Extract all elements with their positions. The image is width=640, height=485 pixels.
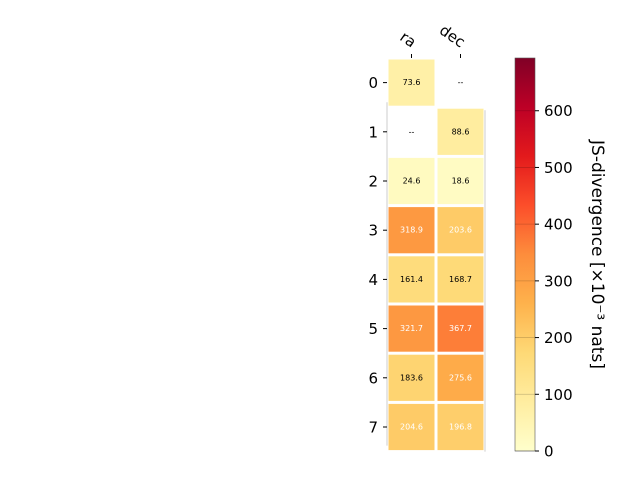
heatmap-cell — [437, 157, 484, 205]
row-label: 4 — [368, 271, 378, 289]
colorbar-tick-label: 300 — [544, 272, 573, 290]
row-label: 2 — [368, 173, 378, 191]
heatmap-cell-label: 318.9 — [400, 226, 423, 235]
heatmap-cell-label: -- — [458, 78, 464, 87]
column-label: ra — [397, 28, 420, 52]
heatmap-cell — [437, 305, 484, 352]
row-label: 1 — [368, 123, 378, 141]
heatmap-cell-label: 88.6 — [452, 127, 470, 136]
colorbar-tick-label: 400 — [544, 216, 573, 234]
heatmap-cell-label: 73.6 — [403, 78, 421, 87]
heatmap-cell-label: -- — [409, 127, 415, 136]
heatmap-cell — [437, 207, 484, 254]
heatmap-cell — [388, 207, 435, 254]
colorbar-tick-label: 600 — [544, 102, 573, 120]
heatmap-cell — [388, 354, 435, 401]
heatmap-cell — [437, 108, 484, 155]
heatmap-cell-label: 204.6 — [400, 423, 423, 432]
heatmap-cell-label: 321.7 — [400, 324, 423, 333]
heatmap-cell — [388, 157, 435, 205]
heatmap-cell — [388, 305, 435, 352]
row-label: 7 — [368, 419, 378, 437]
heatmap-cell-label: 168.7 — [449, 275, 472, 284]
colorbar-tick-label: 200 — [544, 329, 573, 347]
heatmap-cell — [437, 256, 484, 303]
heatmap-cell-label: 203.6 — [449, 226, 472, 235]
heatmap-cell-label: 367.7 — [449, 324, 472, 333]
heatmap-cell — [388, 256, 435, 303]
colorbar-tick-label: 500 — [544, 159, 573, 177]
heatmap-cell-label: 161.4 — [400, 275, 423, 284]
row-label: 6 — [368, 369, 378, 387]
heatmap-grid: 73.6 -- -- 88.6 24.6 18.6 318.9 203.6 161.4 168.7… — [368, 21, 486, 452]
colorbar-tick-label: 0 — [544, 443, 554, 461]
colorbar-gradient — [514, 57, 536, 452]
heatmap-cell-label: 196.8 — [449, 423, 472, 432]
heatmap-cell-label: 275.6 — [449, 373, 472, 382]
row-label: 5 — [368, 320, 378, 338]
heatmap-cell-label: 24.6 — [403, 177, 421, 186]
colorbar-label: JS-divergence [×10⁻³ nats] — [587, 139, 607, 369]
heatmap-cell — [437, 354, 484, 401]
row-label: 0 — [368, 74, 378, 92]
heatmap-cell-label: 183.6 — [400, 373, 423, 382]
heatmap-cell — [388, 403, 435, 451]
heatmap-cell — [437, 403, 484, 451]
colorbar: 0 100 200 300 400 500 600 JS-divergence [×10⁻³ … — [514, 57, 607, 461]
row-label: 3 — [368, 222, 378, 240]
colorbar-tick-label: 100 — [544, 386, 573, 404]
heatmap-cell-label: 18.6 — [452, 177, 470, 186]
heatmap-cell — [388, 59, 435, 106]
column-label: dec — [436, 21, 468, 51]
